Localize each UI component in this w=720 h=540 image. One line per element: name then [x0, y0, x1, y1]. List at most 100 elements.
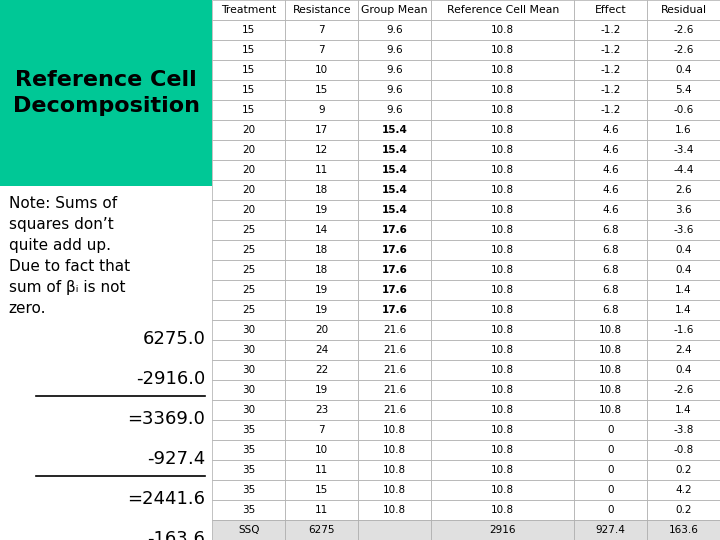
Text: 0.2: 0.2	[675, 505, 692, 515]
Text: 0.4: 0.4	[675, 265, 692, 275]
Bar	[647, 140, 720, 160]
Text: 25: 25	[242, 305, 256, 315]
Bar	[574, 200, 647, 220]
Bar	[574, 520, 647, 540]
Text: 3.6: 3.6	[675, 205, 692, 215]
Text: 6.8: 6.8	[603, 265, 619, 275]
Bar	[285, 0, 359, 20]
Bar	[359, 180, 431, 200]
Text: 15: 15	[242, 65, 256, 75]
Text: 30: 30	[243, 325, 256, 335]
Text: 9.6: 9.6	[387, 105, 403, 115]
Text: 10.8: 10.8	[491, 185, 514, 195]
Bar	[212, 500, 285, 520]
Text: 10.8: 10.8	[491, 165, 514, 175]
Text: -927.4: -927.4	[147, 450, 205, 468]
Text: 35: 35	[242, 485, 256, 495]
Bar	[574, 420, 647, 440]
Bar	[574, 260, 647, 280]
Bar	[212, 260, 285, 280]
Bar	[285, 20, 359, 40]
Bar	[212, 220, 285, 240]
Text: 35: 35	[242, 505, 256, 515]
Text: 0: 0	[608, 425, 614, 435]
Text: 163.6: 163.6	[669, 525, 698, 535]
Bar	[359, 400, 431, 420]
Bar	[285, 200, 359, 220]
Bar	[647, 180, 720, 200]
Text: 15: 15	[242, 105, 256, 115]
Text: 7: 7	[318, 425, 325, 435]
Bar	[574, 280, 647, 300]
Text: 10.8: 10.8	[599, 365, 622, 375]
Bar	[212, 300, 285, 320]
Bar	[359, 300, 431, 320]
Bar	[431, 80, 574, 100]
Bar	[647, 220, 720, 240]
Text: 10.8: 10.8	[491, 505, 514, 515]
Bar	[285, 180, 359, 200]
Bar	[212, 440, 285, 460]
Bar	[574, 40, 647, 60]
Bar	[574, 440, 647, 460]
Bar	[212, 180, 285, 200]
Bar	[431, 400, 574, 420]
Bar	[212, 280, 285, 300]
Bar	[285, 40, 359, 60]
Bar	[285, 220, 359, 240]
Bar	[431, 520, 574, 540]
Text: 15: 15	[315, 85, 328, 95]
Text: 10.8: 10.8	[491, 485, 514, 495]
Text: 18: 18	[315, 185, 328, 195]
Text: 17.6: 17.6	[382, 245, 408, 255]
Text: -2916.0: -2916.0	[136, 370, 205, 388]
Text: 25: 25	[242, 285, 256, 295]
Text: 35: 35	[242, 445, 256, 455]
Text: 10.8: 10.8	[383, 445, 406, 455]
Text: 9.6: 9.6	[387, 65, 403, 75]
Bar	[359, 160, 431, 180]
Bar	[647, 480, 720, 500]
Bar	[431, 0, 574, 20]
Text: 11: 11	[315, 165, 328, 175]
Text: 10.8: 10.8	[491, 205, 514, 215]
Bar	[431, 300, 574, 320]
Text: 10.8: 10.8	[599, 345, 622, 355]
Text: 0.4: 0.4	[675, 65, 692, 75]
Text: 10.8: 10.8	[491, 25, 514, 35]
Text: 19: 19	[315, 205, 328, 215]
Bar	[359, 20, 431, 40]
Bar	[359, 260, 431, 280]
Bar	[285, 500, 359, 520]
Bar	[359, 200, 431, 220]
Bar	[431, 320, 574, 340]
Bar	[212, 460, 285, 480]
Text: 30: 30	[243, 405, 256, 415]
Text: 6.8: 6.8	[603, 245, 619, 255]
Text: 2.4: 2.4	[675, 345, 692, 355]
Bar	[212, 380, 285, 400]
Text: 15: 15	[315, 485, 328, 495]
Text: 6275: 6275	[308, 525, 335, 535]
Text: 10.8: 10.8	[491, 345, 514, 355]
Bar	[285, 120, 359, 140]
Text: -3.6: -3.6	[673, 225, 694, 235]
Bar	[647, 20, 720, 40]
Bar	[285, 400, 359, 420]
Text: 15.4: 15.4	[382, 125, 408, 135]
Text: SSQ: SSQ	[238, 525, 260, 535]
Text: 10.8: 10.8	[491, 225, 514, 235]
Text: 10.8: 10.8	[383, 505, 406, 515]
Bar	[359, 220, 431, 240]
Text: 21.6: 21.6	[383, 385, 406, 395]
Text: 12: 12	[315, 145, 328, 155]
Text: 7: 7	[318, 45, 325, 55]
Bar	[431, 120, 574, 140]
Bar	[647, 500, 720, 520]
Bar	[285, 160, 359, 180]
Text: 15.4: 15.4	[382, 145, 408, 155]
Bar	[431, 500, 574, 520]
Text: 0.2: 0.2	[675, 465, 692, 475]
Text: 0.4: 0.4	[675, 365, 692, 375]
Text: Group Mean: Group Mean	[361, 5, 428, 15]
